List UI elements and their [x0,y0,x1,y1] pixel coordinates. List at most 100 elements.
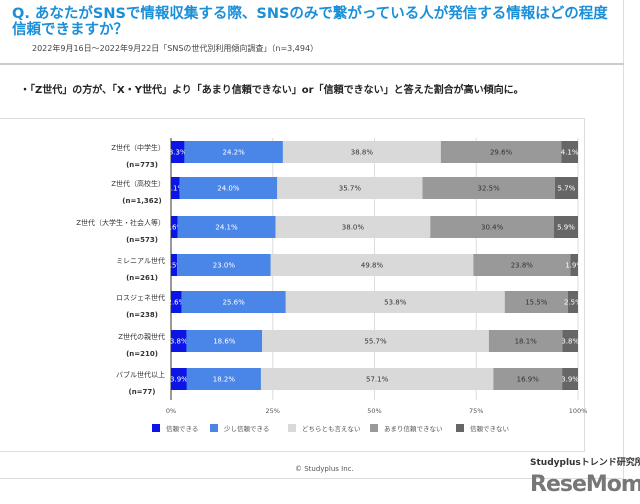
bar-segment [171,368,187,390]
category-label: Z世代（高校生） [111,179,165,188]
legend-label: 信頼できる [166,424,198,433]
bar-segment [186,330,263,352]
data-label: 35.7% [339,185,362,193]
category-label: Z世代（中学生） [111,143,165,152]
bar-segment [504,291,568,313]
data-label: 23.0% [213,262,236,270]
bar-segment [282,141,441,163]
bar-segment [561,141,578,163]
bar-segment [260,368,494,390]
data-label: 1.5% [165,262,183,270]
bar-segment [440,141,562,163]
legend-label: あまり信頼できない [384,424,443,433]
legend-swatch [152,424,160,432]
data-label: 3.9% [561,376,579,384]
data-label: 5.9% [557,224,575,232]
category-n: (n=573) [126,236,158,244]
divider [0,63,624,65]
bar-segment [567,291,578,313]
survey-subtitle: 2022年9月16日～2022年9月22日「SNSの世代別利用傾向調査」（n=3… [32,44,319,53]
bar-segment [171,330,187,352]
x-tick-label: 0% [166,407,176,415]
data-label: 4.1% [561,149,579,157]
bar-segment [488,330,563,352]
data-label: 53.8% [384,299,407,307]
category-n: (n=1,362) [122,197,161,205]
legend-label: 少し信頼できる [224,424,269,433]
bar-segment [181,291,286,313]
bar-segment [562,368,578,390]
bar-segment [262,330,489,352]
bar-segment [430,216,554,238]
data-label: 18.6% [213,338,236,346]
data-label: 18.2% [213,376,236,384]
category-n: (n=773) [126,161,158,169]
legend-swatch [456,424,464,432]
category-label: バブル世代以上 [116,370,165,379]
legend-swatch [288,424,296,432]
category-n: (n=77) [129,388,156,396]
data-label: 3.3% [169,149,187,157]
page-title: Q. あなたがSNSで情報収集する際、SNSのみで繋がっている人が発信する情報は… [12,6,608,38]
bar-segment [275,216,431,238]
x-tick-label: 50% [367,407,381,415]
category-n: (n=238) [126,311,158,319]
bar-segment [553,216,578,238]
bar-segment [177,254,271,276]
bar-segment [179,177,278,199]
data-label: 29.6% [490,149,513,157]
data-label: 5.7% [558,185,576,193]
data-label: 38.0% [342,224,365,232]
bar-segment [270,254,474,276]
bar-segment [171,177,180,199]
data-label: 2.6% [167,299,185,307]
data-label: 55.7% [364,338,387,346]
category-n: (n=261) [126,274,158,282]
data-label: 3.8% [170,338,188,346]
data-label: 57.1% [366,376,389,384]
resemom-watermark: ReseMom [530,472,640,497]
data-label: 15.5% [525,299,548,307]
legend-label: 信頼できない [470,424,509,433]
bar-segment [186,368,261,390]
x-tick-label: 100% [569,407,588,415]
bar-segment [285,291,505,313]
data-label: 38.8% [351,149,374,157]
data-label: 49.8% [361,262,384,270]
data-label: 25.6% [223,299,246,307]
legend-swatch [210,424,218,432]
category-label: ロスジェネ世代 [116,293,165,302]
bar-segment [177,216,276,238]
data-label: 30.4% [481,224,504,232]
bar-segment [171,254,178,276]
data-label: 18.1% [515,338,538,346]
bar-segment [554,177,578,199]
bar-segment [493,368,563,390]
data-label: 2.5% [564,299,582,307]
bar-segment [171,216,178,238]
copyright: © Studyplus Inc. [295,465,354,473]
bar-segment [171,291,182,313]
legend-label: どちらとも言えない [302,424,361,433]
chart-card [0,118,585,452]
data-label: 16.9% [517,376,540,384]
data-label: 2.1% [166,185,184,193]
bar-segment [277,177,423,199]
bar-segment [570,254,578,276]
category-label: ミレニアル世代 [116,256,165,265]
data-label: 24.0% [217,185,240,193]
data-label: 3.8% [561,338,579,346]
data-label: 3.9% [170,376,188,384]
bar-segment [171,141,185,163]
lab-name: Studyplusトレンド研究所 [530,458,640,468]
category-label: Z世代（大学生・社会人等） [76,218,165,227]
data-label: 1.6% [165,224,183,232]
legend-swatch [370,424,378,432]
data-label: 32.5% [478,185,501,193]
slide-frame [0,0,624,479]
bar-segment [562,330,578,352]
bar-segment [422,177,555,199]
x-tick-label: 75% [469,407,483,415]
data-label: 24.1% [215,224,238,232]
